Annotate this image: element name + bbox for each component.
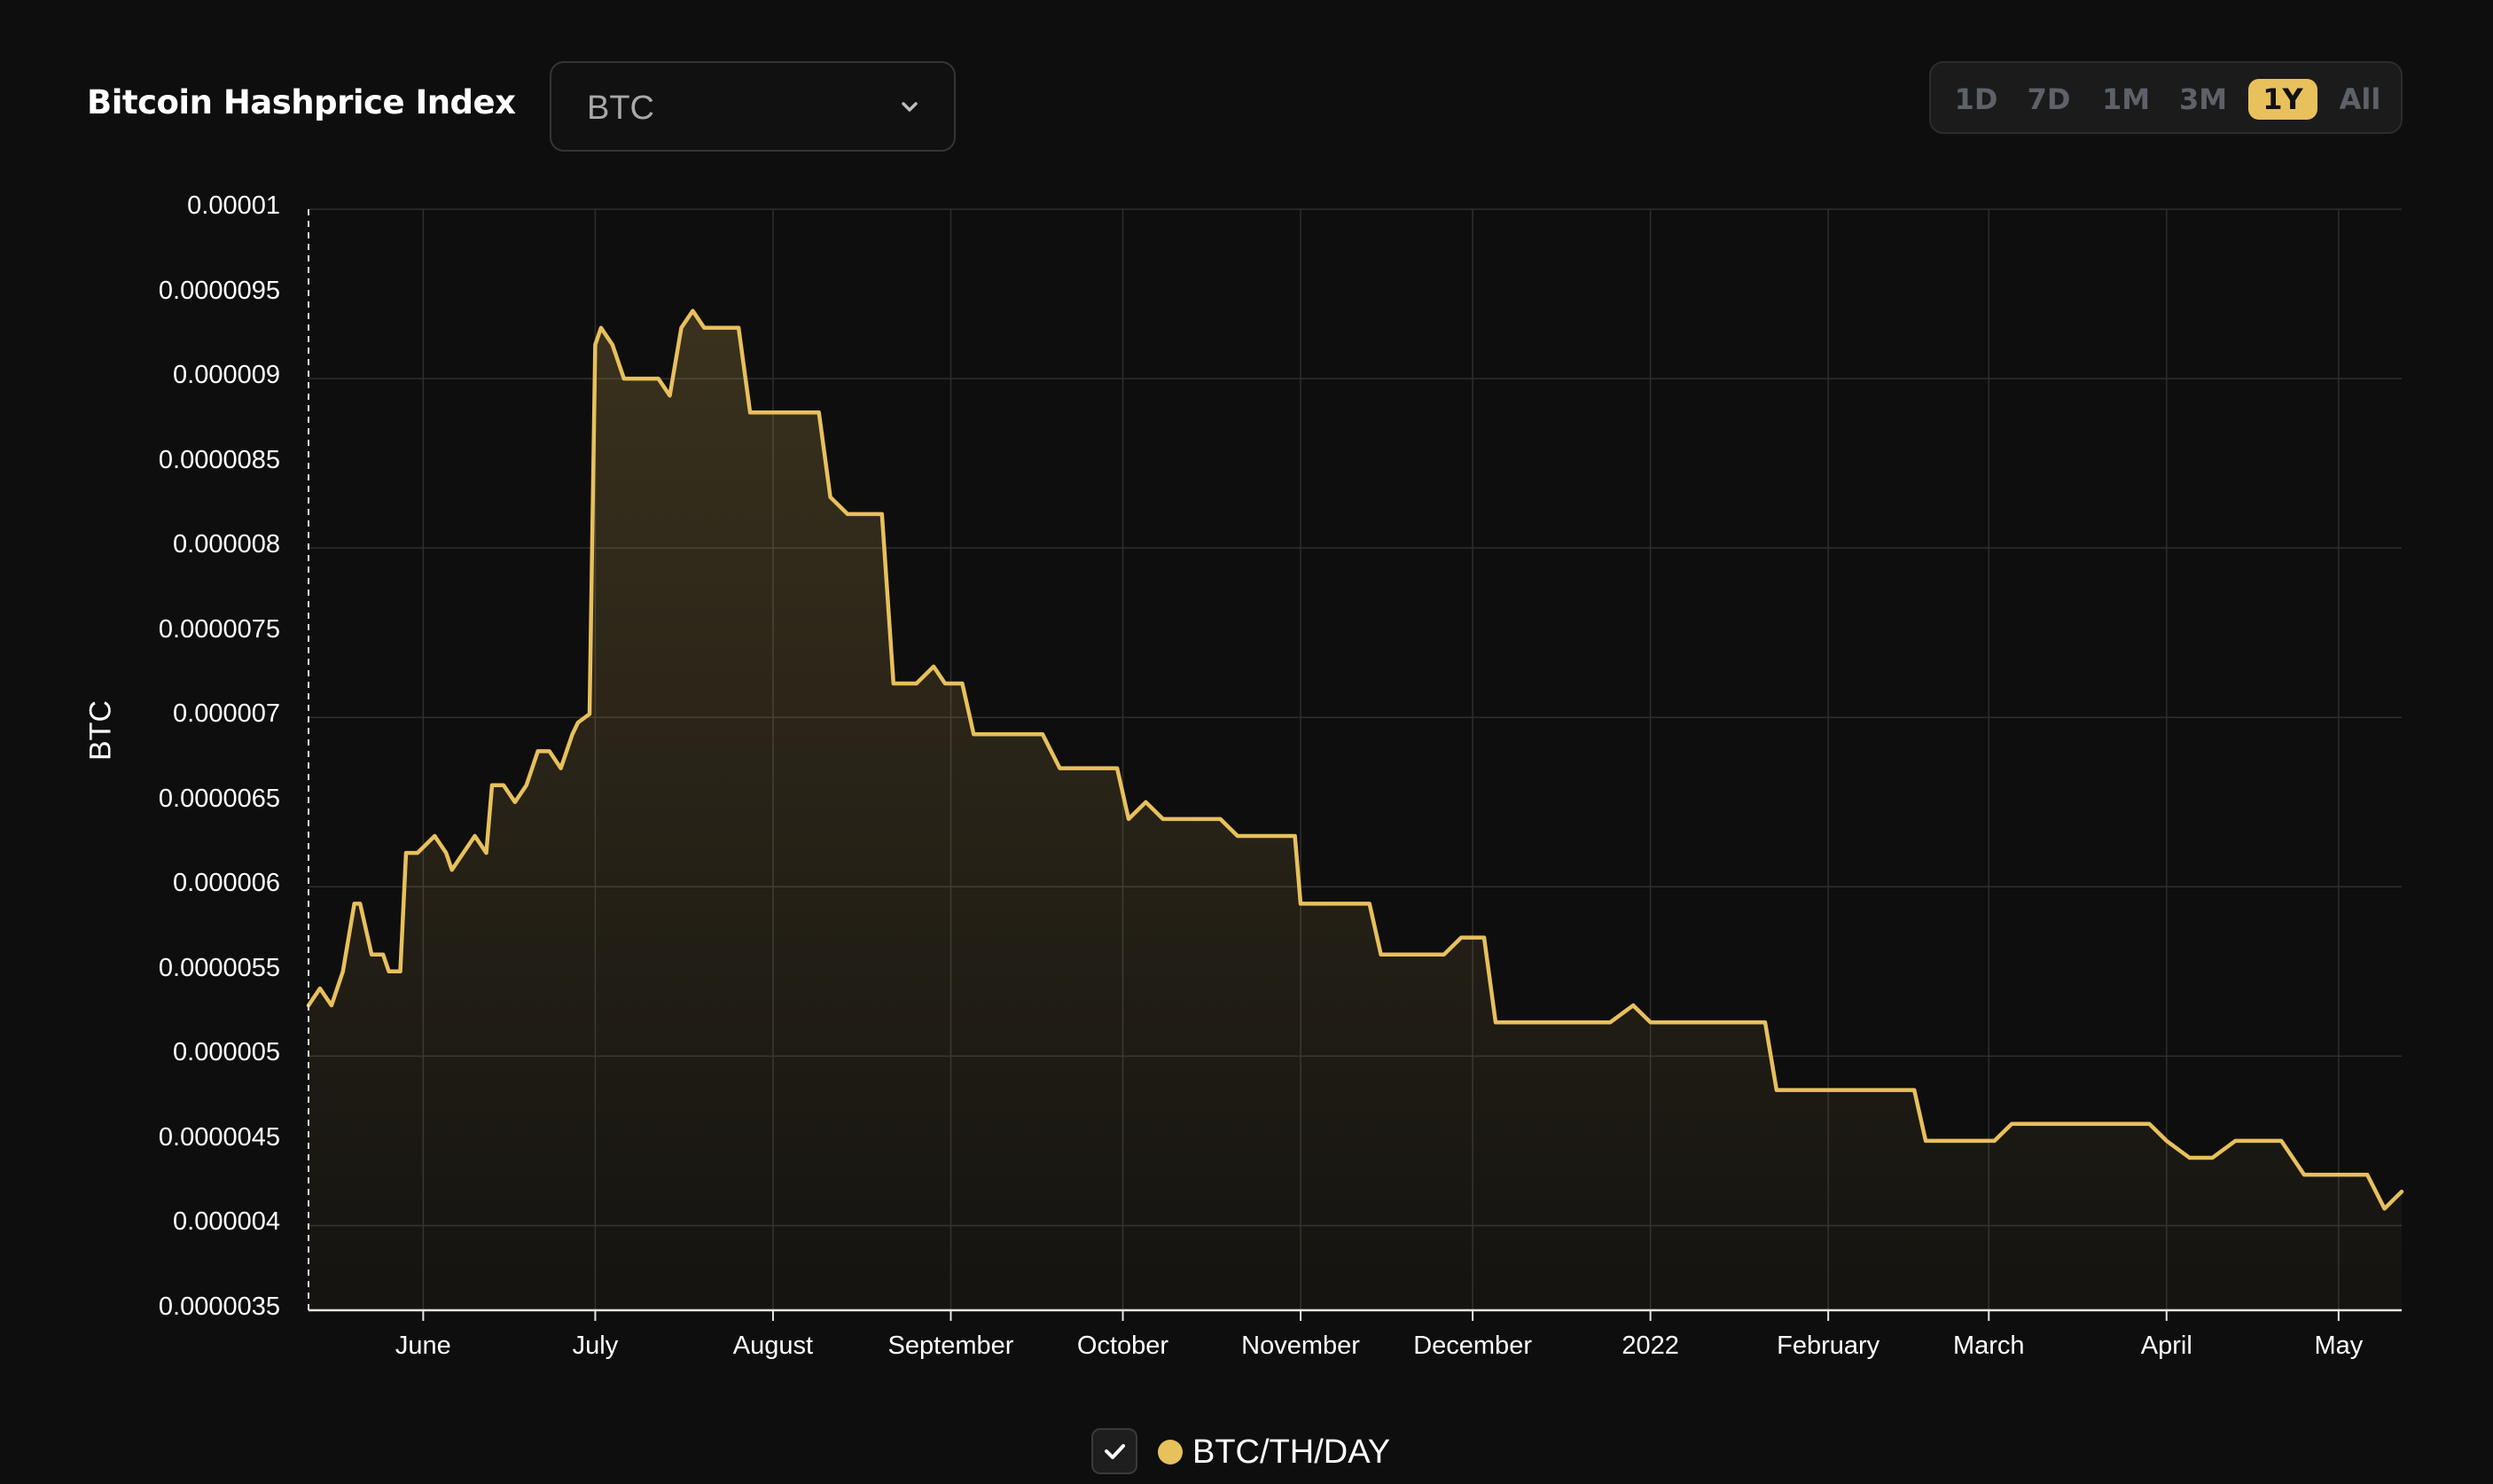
currency-select[interactable]: BTC xyxy=(550,61,956,152)
currency-select-value: BTC xyxy=(587,90,654,127)
y-tick-label: 0.0000055 xyxy=(158,953,280,982)
x-tick-label: October xyxy=(1076,1332,1169,1360)
y-tick-label: 0.000006 xyxy=(173,869,280,898)
y-tick-label: 0.000008 xyxy=(173,530,280,559)
y-tick-label: 0.0000085 xyxy=(158,445,280,474)
x-tick-label: November xyxy=(1241,1332,1360,1360)
legend-label[interactable]: BTC/TH/DAY xyxy=(1192,1433,1391,1471)
x-tick-label: February xyxy=(1777,1332,1880,1360)
x-tick-label: July xyxy=(572,1332,619,1360)
x-tick-label: March xyxy=(1952,1332,2025,1360)
series-area xyxy=(309,310,2402,1311)
y-tick-label: 0.0000065 xyxy=(158,784,280,813)
chevron-down-icon xyxy=(902,102,918,112)
range-1m[interactable]: 1M xyxy=(2101,82,2151,116)
range-1d[interactable]: 1D xyxy=(1954,82,1998,116)
range-3m[interactable]: 3M xyxy=(2178,82,2228,116)
y-tick-label: 0.0000095 xyxy=(158,276,280,305)
x-tick-label: September xyxy=(887,1332,1014,1360)
y-tick-label: 0.000007 xyxy=(173,699,280,729)
y-tick-label: 0.0000045 xyxy=(158,1122,280,1152)
x-tick-label: May xyxy=(2314,1332,2364,1360)
y-tick-label: 0.0000075 xyxy=(158,614,280,644)
series-line xyxy=(306,309,2404,1211)
range-1y[interactable]: 1Y xyxy=(2248,79,2317,120)
x-tick-label: 2022 xyxy=(1622,1332,1679,1360)
y-tick-label: 0.000009 xyxy=(173,361,280,390)
y-tick-label: 0.000005 xyxy=(173,1038,280,1067)
x-tick-label: June xyxy=(395,1332,451,1360)
legend-color-dot xyxy=(1158,1440,1183,1464)
x-tick-label: April xyxy=(2140,1332,2192,1360)
chart-title: Bitcoin Hashprice Index xyxy=(87,83,516,121)
range-all[interactable]: All xyxy=(2339,82,2381,116)
x-tick-label: December xyxy=(1413,1332,1532,1360)
y-tick-label: 0.000004 xyxy=(173,1207,280,1237)
range-7d[interactable]: 7D xyxy=(2027,82,2071,116)
checkmark-icon xyxy=(1105,1444,1125,1459)
y-tick-label: 0.00001 xyxy=(187,191,280,220)
time-range-selector: 1D 7D 1M 3M 1Y All xyxy=(1929,61,2403,134)
y-tick-label: 0.0000035 xyxy=(158,1293,280,1321)
x-tick-label: August xyxy=(732,1332,814,1360)
legend-checkbox[interactable] xyxy=(1091,1428,1137,1474)
